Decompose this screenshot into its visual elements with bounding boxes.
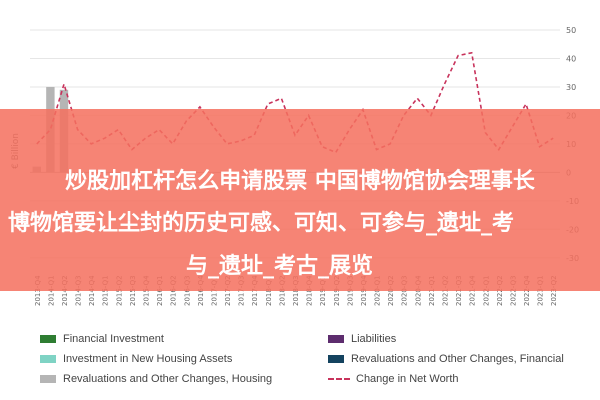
legend-item-financial-investment: Financial Investment [40,333,164,345]
y-tick-label: 40 [566,54,576,63]
legend-swatch [328,355,344,363]
legend-label: Revaluations and Other Changes, Financia… [351,353,564,365]
legend-item-revaluations-financial: Revaluations and Other Changes, Financia… [328,353,564,365]
legend-item-investment-housing: Investment in New Housing Assets [40,353,232,365]
banner-line-3: 与_遗址_考古_展览 [186,254,374,279]
legend-label: Liabilities [351,333,397,345]
banner-line-2: 博物馆要让尘封的历史可感、可知、可参与_遗址_考 [8,211,515,236]
legend-swatch [328,335,344,343]
y-tick-label: 50 [566,26,576,35]
legend-item-revaluations-housing: Revaluations and Other Changes, Housing [40,373,272,385]
legend-swatch [40,375,56,383]
legend-label: Investment in New Housing Assets [63,353,233,365]
legend-item-change-in-net-worth: Change in Net Worth [328,373,459,385]
legend-swatch [40,355,56,363]
legend-swatch [40,335,56,343]
legend-item-liabilities: Liabilities [328,333,396,345]
banner-line-1: 炒股加杠杆怎么申请股票 中国博物馆协会理事长 [65,169,535,194]
legend-label: Revaluations and Other Changes, Housing [63,373,273,385]
overlay-banner [0,109,600,291]
legend-label: Change in Net Worth [356,373,459,385]
y-tick-label: 30 [566,83,576,92]
legend-label: Financial Investment [63,333,164,345]
legend-dash-line [328,378,350,380]
